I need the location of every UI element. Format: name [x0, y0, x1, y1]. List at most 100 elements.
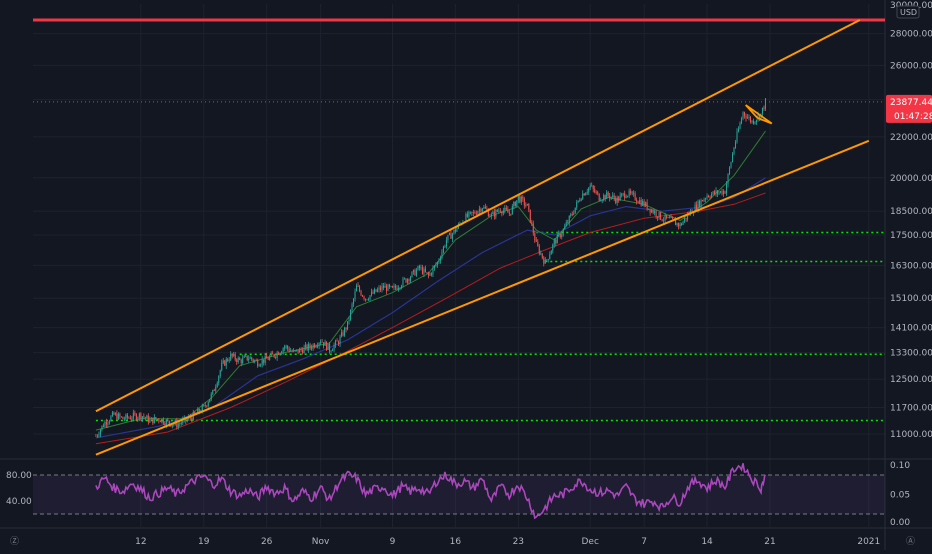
candle-body — [505, 207, 507, 210]
auto-scale-icon[interactable]: Ⓐ — [906, 537, 916, 547]
candle-body — [742, 112, 744, 119]
candle-body — [755, 119, 758, 122]
candle-body — [568, 215, 570, 223]
candle-body — [523, 198, 525, 206]
candle-body — [737, 128, 740, 132]
price-tick-label: 28000.00 — [890, 30, 932, 40]
candle-body — [119, 413, 121, 417]
candle-body — [699, 200, 701, 207]
candle-body — [594, 188, 596, 193]
candle-body — [612, 195, 614, 197]
candle-body — [537, 241, 539, 247]
candle-body — [469, 211, 471, 213]
candle-body — [543, 257, 545, 264]
candle-body — [321, 341, 323, 343]
candle-body — [447, 234, 449, 241]
candle-body — [306, 344, 308, 350]
price-tick-label: 11700.00 — [890, 404, 932, 414]
candle-body — [493, 211, 495, 217]
candle-body — [427, 272, 429, 276]
candle-body — [279, 352, 281, 355]
candle-body — [215, 386, 217, 391]
candle-body — [481, 208, 483, 212]
timezone-icon[interactable]: Ⓩ — [10, 537, 20, 547]
oscillator-left-tick-label: 80.00 — [6, 471, 32, 481]
oscillator-right-tick-label: 0.05 — [890, 491, 910, 501]
candle-body — [275, 356, 277, 358]
candle-body — [218, 376, 220, 384]
oscillator-left-tick-label: 40.00 — [6, 497, 32, 507]
candle-body — [466, 213, 468, 217]
candle-body — [272, 353, 274, 355]
candle-body — [696, 204, 698, 210]
candle-body — [382, 285, 385, 288]
candle-body — [703, 199, 705, 202]
candle-body — [400, 285, 403, 288]
candle-body — [649, 208, 651, 213]
candle-body — [125, 414, 127, 420]
time-tick-label: 7 — [641, 537, 647, 547]
candle-body — [273, 354, 275, 357]
candle-body — [234, 353, 236, 360]
candle-body — [676, 223, 678, 226]
candle-body — [243, 356, 245, 358]
candle-body — [752, 120, 755, 124]
price-tick-label: 17500.00 — [890, 231, 932, 241]
candle-body — [284, 346, 286, 349]
candle-body — [418, 266, 420, 268]
candle-body — [438, 260, 440, 263]
candle-body — [553, 240, 555, 245]
candle-body — [731, 153, 734, 163]
candle-body — [627, 195, 629, 197]
time-tick-label: 12 — [135, 537, 146, 547]
candle-body — [721, 191, 723, 195]
last-price-badge — [886, 94, 932, 123]
candle-body — [484, 206, 486, 209]
candle-body — [564, 226, 566, 230]
candle-body — [727, 173, 729, 185]
candle-body — [646, 202, 648, 210]
oscillator-right-tick-label: 0.10 — [890, 461, 910, 471]
candle-body — [501, 211, 503, 214]
candle-body — [426, 272, 428, 273]
candle-body — [678, 223, 680, 227]
candle-body — [315, 346, 317, 348]
candle-body — [441, 252, 443, 259]
time-tick-label: Nov — [312, 537, 330, 547]
candle-body — [513, 201, 515, 207]
candle-body — [278, 352, 280, 355]
candle-body — [147, 415, 149, 423]
candle-body — [132, 412, 134, 419]
candle-body — [555, 240, 557, 244]
candle-body — [393, 285, 395, 288]
candle-body — [129, 417, 131, 420]
candle-body — [122, 416, 124, 420]
candle-body — [424, 268, 426, 273]
moving-average-fast — [95, 130, 766, 431]
candle-body — [679, 223, 681, 227]
candle-body — [634, 193, 636, 200]
candle-body — [156, 419, 158, 420]
candle-body — [496, 209, 498, 212]
candle-body — [152, 417, 154, 424]
candle-body — [685, 218, 687, 220]
currency-label: USD — [900, 8, 917, 17]
candle-body — [239, 358, 241, 360]
candle-body — [637, 201, 639, 203]
candle-body — [276, 352, 278, 358]
candle-body — [308, 344, 310, 350]
candle-body — [652, 209, 654, 214]
candle-body — [573, 213, 575, 215]
candle-body — [191, 418, 193, 421]
candle-body — [740, 118, 743, 124]
candle-body — [251, 357, 253, 360]
candle-body — [128, 417, 130, 419]
time-tick-label: 23 — [513, 537, 524, 547]
candle-body — [138, 413, 140, 418]
candle-body — [326, 341, 328, 350]
candle-body — [601, 199, 603, 201]
candle-body — [562, 229, 564, 234]
